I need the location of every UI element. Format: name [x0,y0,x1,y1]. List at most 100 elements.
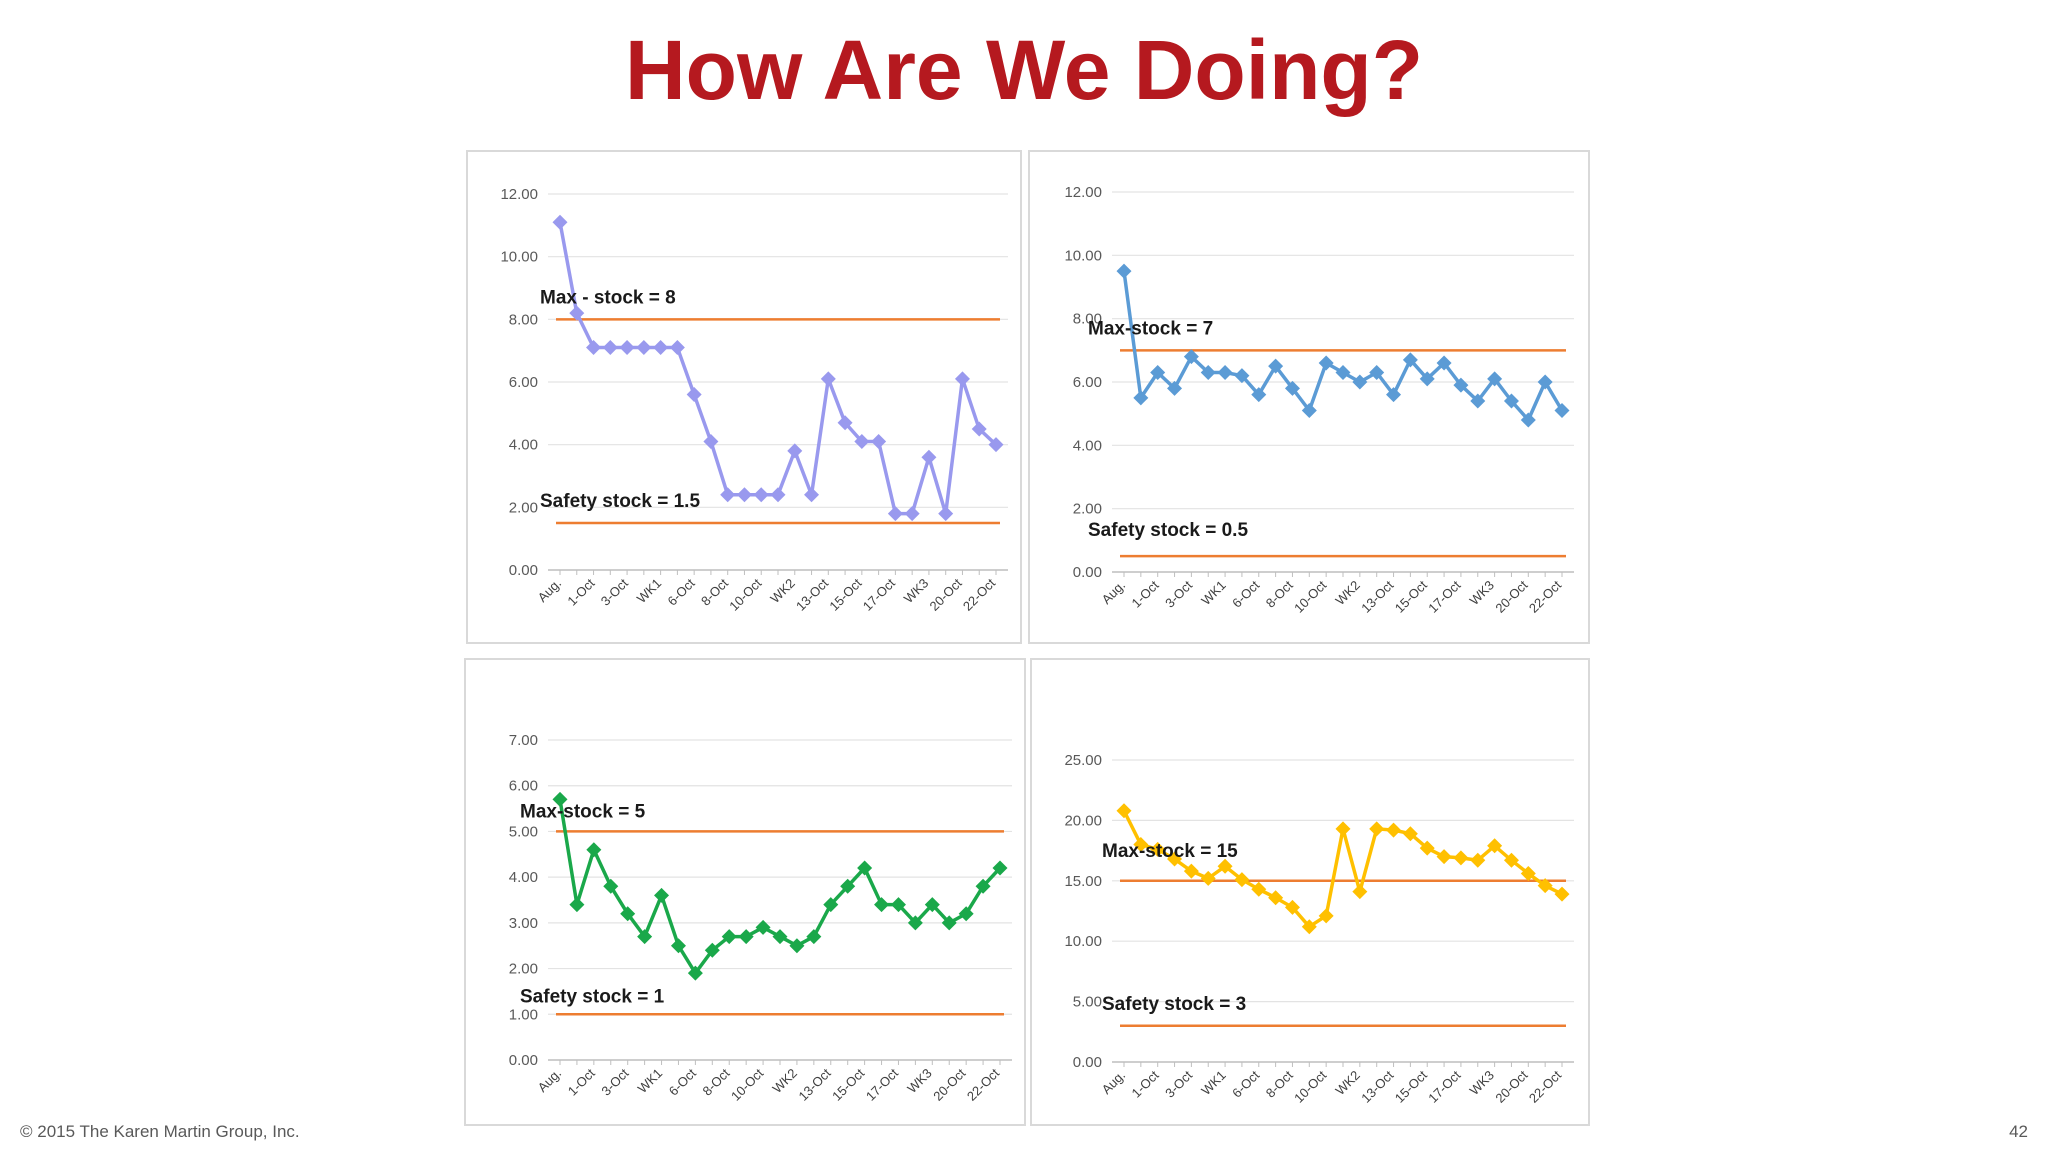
data-point [1487,838,1503,854]
data-point [804,487,820,503]
y-tick-label: 4.00 [509,437,538,454]
x-tick-label: 3-Oct [598,1065,631,1098]
data-point [1116,263,1132,279]
data-point [569,897,585,913]
x-tick-label: WK3 [1467,1068,1498,1099]
data-point [1470,852,1486,868]
x-tick-label: WK2 [1332,1068,1363,1099]
x-tick-label: 20-Oct [930,1065,968,1103]
x-tick-label: Aug. [535,1066,565,1096]
slide-title: How Are We Doing? [625,23,1423,117]
page-number: 42 [2009,1122,2028,1141]
x-tick-label: 13-Oct [793,575,831,613]
x-tick-label: WK3 [901,576,932,607]
max-stock-label: Max-stock = 7 [1088,318,1213,339]
data-point [924,897,940,913]
data-point [686,387,702,403]
x-tick-label: 17-Oct [863,1065,901,1103]
data-point [586,842,602,858]
data-point [1436,849,1452,865]
x-tick-label: WK3 [904,1066,935,1097]
data-point [755,919,771,935]
data-point [603,878,619,894]
data-point [1402,352,1418,368]
data-point [887,506,903,522]
data-point [1268,890,1284,906]
data-point [1217,858,1233,874]
x-tick-label: 10-Oct [1291,577,1329,615]
y-tick-label: 2.00 [509,499,538,516]
x-tick-label: WK3 [1467,578,1498,609]
safety-stock-label: Safety stock = 3 [1102,994,1246,1015]
data-point [1369,821,1385,837]
y-tick-label: 12.00 [500,186,538,203]
x-tick-label: 13-Oct [795,1065,833,1103]
data-point [569,305,585,321]
data-point [1402,826,1418,842]
data-point [1318,355,1334,371]
data-point [1251,881,1267,897]
max-stock-label: Max-stock = 15 [1102,841,1238,862]
data-point [1217,365,1233,380]
data-point [552,791,568,807]
x-tick-label: 6-Oct [1229,577,1262,610]
x-tick-label: WK2 [767,576,798,607]
x-tick-label: WK2 [769,1066,800,1097]
data-point [971,421,987,437]
y-tick-label: 6.00 [509,374,538,391]
x-tick-label: WK1 [634,576,665,607]
x-tick-label: 3-Oct [1162,577,1195,610]
data-point [1335,821,1351,837]
data-point [1183,349,1199,365]
x-tick-label: 22-Oct [960,575,998,613]
data-point [988,437,1004,453]
data-point [602,340,618,356]
x-tick-label: WK1 [1198,578,1229,609]
x-tick-label: 20-Oct [1492,1067,1530,1105]
data-point [1301,919,1317,935]
data-point [954,371,970,387]
y-tick-label: 20.00 [1064,812,1102,829]
data-point [770,487,786,503]
x-tick-label: 13-Oct [1358,577,1396,615]
data-point [1284,899,1300,915]
data-point [552,214,568,230]
data-point [721,929,737,945]
x-tick-label: Aug. [1099,578,1129,608]
y-tick-label: 2.00 [509,961,538,978]
x-tick-label: 1-Oct [564,575,597,608]
x-tick-label: 3-Oct [598,575,631,608]
y-tick-label: 0.00 [1073,1054,1102,1071]
x-tick-label: 22-Oct [1526,577,1564,615]
data-point [1200,870,1216,886]
data-point [789,938,805,954]
data-point [1335,365,1351,380]
data-point [871,434,887,450]
data-point [1369,365,1385,380]
max-stock-label: Max - stock = 8 [540,287,676,308]
data-point [637,929,653,945]
x-tick-label: 17-Oct [1425,577,1463,615]
data-point [1520,866,1536,882]
data-point [1133,837,1149,853]
data-point [1116,803,1132,819]
data-point [941,915,957,931]
y-tick-label: 7.00 [509,732,538,749]
x-tick-label: 1-Oct [1129,1067,1162,1100]
x-tick-label: 6-Oct [1229,1067,1262,1100]
data-point [904,506,920,522]
data-point [823,897,839,913]
y-tick-label: 0.00 [509,562,538,579]
data-point [619,340,635,356]
data-point [840,878,856,894]
y-tick-label: 1.00 [509,1006,538,1023]
data-point [1453,377,1469,393]
y-tick-label: 12.00 [1064,184,1102,201]
data-point [687,965,703,981]
data-point [921,449,937,465]
data-point [1318,908,1334,924]
series-line [558,221,998,516]
y-tick-label: 10.00 [1064,933,1102,950]
max-stock-label: Max-stock = 5 [520,801,646,822]
x-tick-label: WK1 [1198,1068,1229,1099]
